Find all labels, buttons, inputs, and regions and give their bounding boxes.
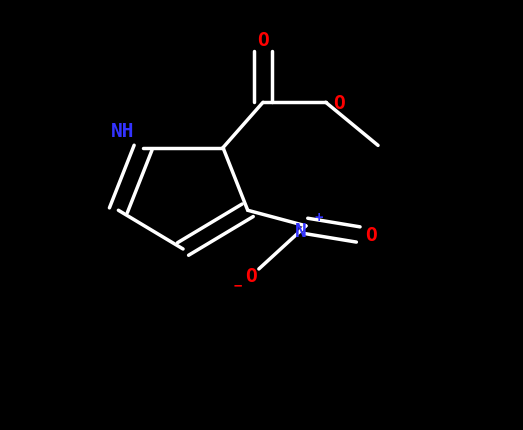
Text: O: O: [366, 225, 377, 244]
Text: O: O: [245, 266, 257, 285]
Text: N: N: [295, 221, 306, 240]
Text: O: O: [257, 31, 269, 50]
Text: O: O: [333, 94, 345, 113]
Text: NH: NH: [110, 122, 134, 141]
Text: −: −: [234, 277, 242, 292]
Text: +: +: [315, 211, 323, 225]
